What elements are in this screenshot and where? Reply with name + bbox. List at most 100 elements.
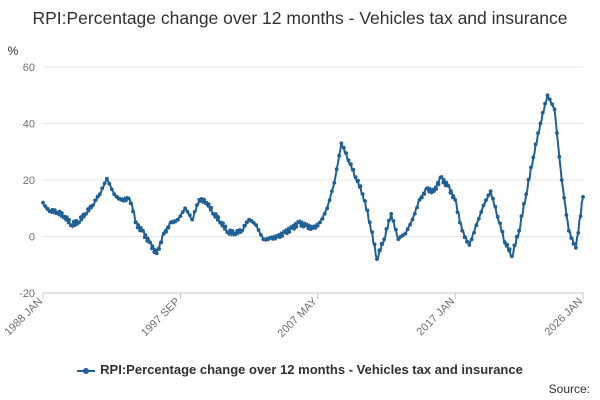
x-axis-ticks: 1988 JAN 1997 SEP 2007 MAY 2017 JAN 2026 JAN [2,293,585,340]
data-point [126,196,131,201]
y-tick-label: -20 [19,288,35,300]
data-point [510,254,514,259]
data-point [576,231,581,235]
data-point [550,102,555,107]
data-point [484,198,488,203]
data-point [498,221,502,226]
x-tick-label: 2017 JAN [415,296,458,339]
data-point [353,175,358,180]
data-point [457,220,462,225]
y-tick-label: 0 [29,232,35,244]
data-point [154,251,159,256]
legend-swatch [77,366,96,376]
data-point [251,221,256,225]
data-point [460,228,465,233]
data-point [64,215,69,220]
data-point [493,204,498,209]
data-point [320,216,325,221]
data-point [273,236,277,241]
data-point [164,229,169,234]
data-point [341,145,346,150]
data-point [448,190,453,195]
data-point [410,217,415,222]
data-point [467,243,472,247]
data-point [394,227,398,232]
x-tick-label: 2007 MAY [276,295,321,340]
data-point [254,223,259,228]
data-point [166,225,171,230]
data-point [379,241,384,246]
data-point [90,203,95,208]
data-point [67,217,71,222]
data-point [571,242,576,246]
x-tick-label: 1988 JAN [2,296,45,339]
data-point [455,210,460,215]
data-point [178,214,183,219]
data-point [382,237,386,242]
data-point [346,158,351,163]
data-point [232,231,237,236]
data-point [190,217,195,222]
data-point [280,234,285,238]
data-point [415,205,420,210]
data-point [555,131,559,135]
data-point [221,221,225,226]
data-point [505,242,510,247]
data-point [339,141,344,146]
data-point [450,195,455,200]
data-point [294,224,299,229]
data-point [41,200,45,205]
data-point [192,209,197,214]
data-point [488,189,493,194]
data-point [147,240,152,245]
data-point [79,215,83,220]
data-point [230,229,235,233]
data-point [500,229,505,234]
data-point [569,236,574,240]
data-point [481,203,486,208]
data-point [417,197,422,202]
data-point [287,230,292,234]
data-point [107,181,112,186]
data-point [128,201,133,206]
data-point [344,151,349,156]
data-point [434,187,439,191]
data-point [524,192,529,197]
data-point [375,257,379,261]
data-point [566,228,571,233]
data-point [176,217,180,222]
data-point [304,223,308,228]
data-point [180,210,185,215]
gridlines [43,66,583,294]
data-point [112,192,116,197]
x-tick-label: 2026 JAN [542,296,585,339]
y-tick-label: 40 [23,119,35,131]
data-point [109,187,114,192]
data-point [318,220,322,225]
data-point [476,217,481,221]
data-point [259,233,263,237]
data-point [330,189,334,194]
data-point [242,223,247,228]
data-point [100,186,105,191]
data-point [564,213,569,217]
data-point [453,197,457,202]
data-point [223,224,228,229]
data-point [469,237,474,242]
series-line [42,94,584,261]
data-point [102,181,107,186]
data-point [105,176,109,181]
data-point [202,197,207,202]
data-point [150,246,154,251]
y-axis-unit-label: % [8,44,19,58]
data-point [43,204,48,209]
data-point [365,208,370,213]
data-point [206,202,211,207]
data-point [529,165,533,170]
data-point [367,220,372,225]
data-point [495,214,500,219]
data-point [334,167,339,172]
source-label: Source: [548,382,590,396]
data-point [545,93,550,98]
data-point [332,180,337,185]
